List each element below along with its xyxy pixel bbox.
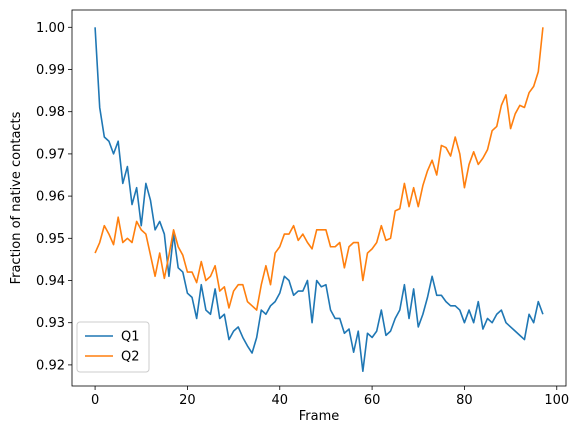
y-tick-label: 0.96 <box>36 190 65 205</box>
y-axis-label: Fraction of native contacts <box>9 111 24 284</box>
x-tick-label: 80 <box>456 393 473 408</box>
plot-area <box>94 27 544 373</box>
x-axis-label: Frame <box>299 409 340 424</box>
x-tick-label: 20 <box>179 393 196 408</box>
y-tick-label: 1.00 <box>36 21 65 36</box>
y-tick-label: 0.93 <box>36 316 65 331</box>
legend-box <box>76 321 150 373</box>
y-tick-label: 0.97 <box>36 147 65 162</box>
x-tick-label: 0 <box>91 393 99 408</box>
legend-label-q1: Q1 <box>121 330 140 345</box>
y-tick-label: 0.98 <box>36 105 65 120</box>
axes-frame <box>71 9 567 387</box>
legend: Q1 Q2 <box>76 321 150 373</box>
y-tick-label: 0.95 <box>36 232 65 247</box>
y-tick-label: 0.99 <box>36 63 65 78</box>
x-tick-label: 100 <box>544 393 569 408</box>
x-tick-label: 40 <box>271 393 288 408</box>
y-tick-label: 0.94 <box>36 274 65 289</box>
legend-label-q2: Q2 <box>121 350 140 365</box>
x-tick-label: 60 <box>364 393 381 408</box>
ticks: 0 20 40 60 80 100 0.92 0.93 0.94 0.95 0.96 0.97 0.98… <box>36 21 569 408</box>
series-line-q2 <box>94 27 544 311</box>
series-line-q1 <box>94 27 544 373</box>
y-tick-label: 0.92 <box>36 358 65 373</box>
